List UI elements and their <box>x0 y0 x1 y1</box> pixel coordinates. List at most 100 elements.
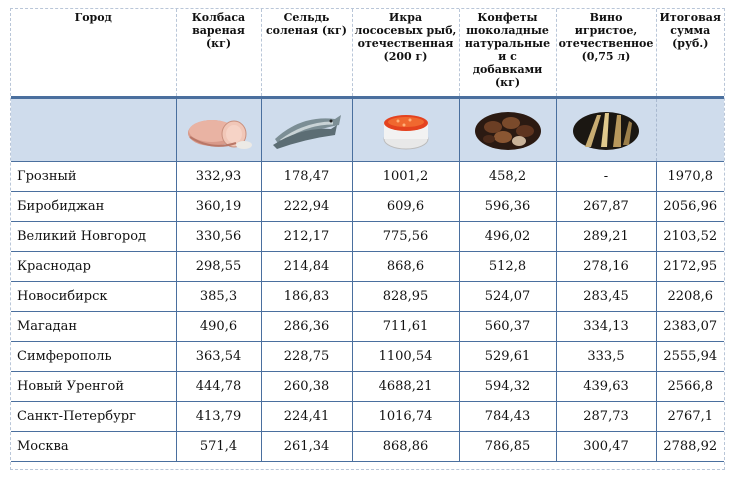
total-cell: 2566,8 <box>655 371 724 402</box>
total-cell: 2208,6 <box>655 281 724 312</box>
city-cell: Грозный <box>11 161 176 192</box>
caviar-price-cell: 711,61 <box>351 311 459 342</box>
city-cell: Новосибирск <box>11 281 176 312</box>
sausage-icon <box>187 120 252 149</box>
sausage-price-cell: 385,3 <box>175 281 261 312</box>
table-row: Великий Новгород 330,56 212,17 775,56 496,02… <box>11 221 724 252</box>
total-cell: 2767,1 <box>655 401 724 432</box>
sausage-price-cell: 571,4 <box>175 431 261 462</box>
caviar-icon <box>383 115 428 150</box>
city-cell: Новый Уренгой <box>11 371 176 402</box>
herring-icon <box>272 115 341 149</box>
sausage-price-cell: 444,78 <box>175 371 261 402</box>
candy-price-cell: 786,85 <box>458 431 556 462</box>
caviar-price-cell: 868,86 <box>351 431 459 462</box>
price-table-container: Город Колбаса вареная (кг) Сельдь солена… <box>10 8 725 470</box>
wine-price-cell: - <box>555 161 656 192</box>
candy-price-cell: 560,37 <box>458 311 556 342</box>
chocolates-icon <box>474 112 541 150</box>
candy-price-cell: 596,36 <box>458 191 556 222</box>
herring-price-cell: 224,41 <box>260 401 352 432</box>
herring-price-cell: 222,94 <box>260 191 352 222</box>
wine-price-cell: 334,13 <box>555 311 656 342</box>
candy-price-cell: 458,2 <box>458 161 556 192</box>
chocolates-image-cell <box>458 97 556 162</box>
city-cell: Санкт-Петербург <box>11 401 176 432</box>
table-row: Биробиджан 360,19 222,94 609,6 596,36 267,87 2… <box>11 191 724 222</box>
caviar-price-cell: 609,6 <box>351 191 459 222</box>
table-row: Москва 571,4 261,34 868,86 786,85 300,47 2788,… <box>11 431 724 462</box>
total-cell: 2172,95 <box>655 251 724 282</box>
table-row: Новосибирск 385,3 186,83 828,95 524,07 283,45… <box>11 281 724 312</box>
table-row: Санкт-Петербург 413,79 224,41 1016,74 784,43… <box>11 401 724 432</box>
wine-price-cell: 287,73 <box>555 401 656 432</box>
herring-image-cell <box>260 97 352 162</box>
wine-price-cell: 289,21 <box>555 221 656 252</box>
total-cell: 1970,8 <box>655 161 724 192</box>
city-cell: Великий Новгород <box>11 221 176 252</box>
table-row: Новый Уренгой 444,78 260,38 4688,21 594,32 43… <box>11 371 724 402</box>
sausage-price-cell: 330,56 <box>175 221 261 252</box>
herring-price-cell: 286,36 <box>260 311 352 342</box>
wine-price-cell: 439,63 <box>555 371 656 402</box>
herring-price-cell: 228,75 <box>260 341 352 372</box>
wine-price-cell: 300,47 <box>555 431 656 462</box>
city-cell: Магадан <box>11 311 176 342</box>
city-cell: Биробиджан <box>11 191 176 222</box>
sausage-price-cell: 360,19 <box>175 191 261 222</box>
city-cell: Краснодар <box>11 251 176 282</box>
header-city: Город <box>11 9 176 99</box>
herring-price-cell: 178,47 <box>260 161 352 192</box>
city-cell: Москва <box>11 431 176 462</box>
sausage-price-cell: 363,54 <box>175 341 261 372</box>
sausage-price-cell: 490,6 <box>175 311 261 342</box>
total-cell: 2056,96 <box>655 191 724 222</box>
image-row-blank-total <box>655 97 724 162</box>
total-cell: 2555,94 <box>655 341 724 372</box>
herring-price-cell: 186,83 <box>260 281 352 312</box>
sparkling-wine-icon <box>573 112 639 150</box>
caviar-price-cell: 4688,21 <box>351 371 459 402</box>
caviar-price-cell: 828,95 <box>351 281 459 312</box>
wine-price-cell: 267,87 <box>555 191 656 222</box>
caviar-price-cell: 1016,74 <box>351 401 459 432</box>
price-table: Город Колбаса вареная (кг) Сельдь солена… <box>11 9 724 462</box>
caviar-price-cell: 1100,54 <box>351 341 459 372</box>
sausage-image-cell <box>175 97 261 162</box>
table-row: Магадан 490,6 286,36 711,61 560,37 334,13 2383… <box>11 311 724 342</box>
herring-price-cell: 214,84 <box>260 251 352 282</box>
header-herring: Сельдь соленая (кг) <box>260 9 352 99</box>
total-cell: 2103,52 <box>655 221 724 252</box>
herring-price-cell: 260,38 <box>260 371 352 402</box>
wine-price-cell: 333,5 <box>555 341 656 372</box>
candy-price-cell: 594,32 <box>458 371 556 402</box>
sausage-price-cell: 298,55 <box>175 251 261 282</box>
candy-price-cell: 512,8 <box>458 251 556 282</box>
caviar-price-cell: 868,6 <box>351 251 459 282</box>
candy-price-cell: 529,61 <box>458 341 556 372</box>
sausage-price-cell: 413,79 <box>175 401 261 432</box>
sausage-price-cell: 332,93 <box>175 161 261 192</box>
caviar-image-cell <box>351 97 459 162</box>
candy-price-cell: 496,02 <box>458 221 556 252</box>
image-row-blank <box>11 97 176 162</box>
table-row: Симферополь 363,54 228,75 1100,54 529,61 333,… <box>11 341 724 372</box>
table-row: Грозный 332,93 178,47 1001,2 458,2-1970,8 <box>11 161 724 192</box>
header-sausage: Колбаса вареная (кг) <box>175 9 261 99</box>
herring-price-cell: 261,34 <box>260 431 352 462</box>
caviar-price-cell: 775,56 <box>351 221 459 252</box>
header-candy: Конфеты шоколадные натуральные и с добав… <box>458 9 556 99</box>
header-row: Город Колбаса вареная (кг) Сельдь солена… <box>11 9 724 99</box>
herring-price-cell: 212,17 <box>260 221 352 252</box>
table-row: Краснодар 298,55 214,84 868,6 512,8 278,16 217… <box>11 251 724 282</box>
wine-price-cell: 278,16 <box>555 251 656 282</box>
candy-price-cell: 784,43 <box>458 401 556 432</box>
header-caviar: Икра лососевых рыб, отечественная (200 г… <box>351 9 459 99</box>
wine-price-cell: 283,45 <box>555 281 656 312</box>
wine-image-cell <box>555 97 656 162</box>
image-row <box>11 97 724 162</box>
header-wine: Вино игристое, отечественное (0,75 л) <box>555 9 656 99</box>
total-cell: 2788,92 <box>655 431 724 462</box>
total-cell: 2383,07 <box>655 311 724 342</box>
caviar-price-cell: 1001,2 <box>351 161 459 192</box>
